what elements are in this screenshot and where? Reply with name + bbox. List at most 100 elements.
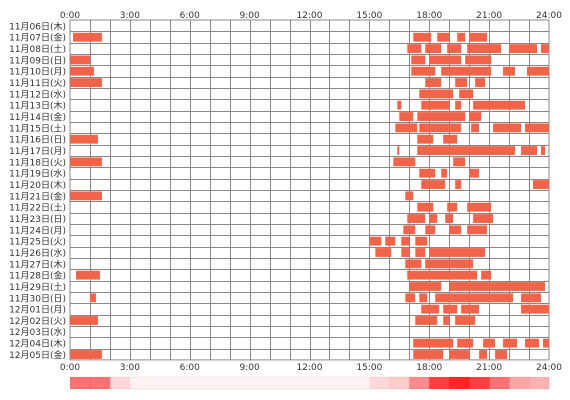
density-cell <box>149 377 171 389</box>
activity-bar <box>405 191 414 201</box>
activity-bar <box>70 350 102 359</box>
activity-bar <box>409 282 442 291</box>
x-tick-label-top: 21:00 <box>476 11 502 21</box>
activity-bar <box>449 225 462 235</box>
density-cell <box>89 377 111 389</box>
activity-bar <box>541 146 546 155</box>
activity-bar <box>473 100 526 110</box>
row-label: 11月25日(火) <box>9 237 66 248</box>
activity-bar <box>407 270 478 280</box>
x-tick-label-top: 24:00 <box>536 11 562 21</box>
row-labels: 11月06日(木)11月07日(金)11月08日(土)11月09日(日)11月1… <box>9 20 66 361</box>
activity-bar <box>405 259 422 269</box>
row-label: 11月14日(金) <box>9 111 66 123</box>
activity-bar <box>397 146 400 155</box>
activity-bar <box>407 214 426 223</box>
activity-bar <box>449 350 470 359</box>
activity-bar <box>419 89 454 99</box>
row-label: 11月20日(木) <box>9 179 66 191</box>
activity-bar <box>453 157 466 167</box>
x-tick-label-bottom: 0:00 <box>60 363 80 373</box>
activity-bar <box>541 44 549 53</box>
activity-bar <box>375 248 392 257</box>
activity-bar <box>70 134 98 144</box>
activity-bar <box>443 304 458 314</box>
activity-bar <box>481 270 492 280</box>
x-tick-label-bottom: 3:00 <box>120 363 140 373</box>
activity-bar <box>413 32 432 42</box>
row-label: 11月08日(土) <box>9 43 66 55</box>
row-label: 11月10日(月) <box>9 67 66 78</box>
plot-grid <box>69 19 550 361</box>
x-tick-label-bottom: 15:00 <box>356 363 382 373</box>
x-tick-label-bottom: 6:00 <box>180 363 200 373</box>
density-cell <box>449 377 470 389</box>
density-cell <box>369 377 390 389</box>
activity-bar <box>70 66 94 76</box>
row-label: 12月02日(火) <box>9 316 66 327</box>
x-tick-label-top: 12:00 <box>297 11 323 21</box>
x-tick-label-bottom: 9:00 <box>240 363 260 373</box>
activity-bar <box>70 316 98 325</box>
activity-bar <box>425 44 442 53</box>
x-tick-label-top: 18:00 <box>416 11 442 21</box>
activity-bar <box>403 225 416 235</box>
activity-bar <box>70 191 102 201</box>
x-tick-label-top: 6:00 <box>180 11 200 21</box>
row-label: 11月12日(水) <box>9 88 66 100</box>
activity-bar <box>417 146 516 155</box>
activity-bar <box>447 202 458 212</box>
activity-bar <box>469 112 482 121</box>
activity-bar <box>415 236 428 246</box>
activity-bar <box>413 338 454 348</box>
activity-bar <box>401 248 410 257</box>
activity-bar <box>521 304 549 314</box>
activity-bar <box>455 78 468 87</box>
activity-bar <box>521 146 538 155</box>
density-cell <box>169 377 191 389</box>
row-label: 11月16日(日) <box>9 135 66 146</box>
activity-bar <box>419 168 436 178</box>
row-label: 11月29日(土) <box>9 281 66 293</box>
density-cell <box>209 377 230 389</box>
activity-bar <box>419 293 428 303</box>
activity-bar <box>429 214 438 223</box>
density-cell <box>489 377 510 389</box>
density-cell <box>129 377 151 389</box>
activity-bar <box>479 350 488 359</box>
activity-bar <box>445 214 454 223</box>
activity-bar <box>401 236 410 246</box>
activity-bar <box>435 293 514 303</box>
activity-bar <box>493 123 522 133</box>
activity-bar <box>503 338 518 348</box>
row-label: 11月28日(金) <box>9 270 66 282</box>
activity-bar <box>533 180 549 189</box>
row-label: 11月18日(火) <box>9 157 66 168</box>
activity-bar <box>393 157 416 167</box>
row-label: 11月23日(日) <box>9 214 66 225</box>
activity-bar <box>411 66 436 76</box>
activity-bar <box>527 66 549 76</box>
row-label: 11月27日(木) <box>9 258 66 270</box>
row-label: 11月24日(月) <box>9 225 66 236</box>
activity-bar <box>425 225 436 235</box>
activity-bar <box>415 316 438 325</box>
activity-bar <box>413 350 444 359</box>
activity-bar <box>455 100 462 110</box>
activity-bar <box>70 78 102 87</box>
density-cell <box>329 377 350 389</box>
row-label: 12月05日(金) <box>9 349 66 361</box>
row-label: 11月30日(日) <box>9 293 66 304</box>
activity-bar <box>441 66 492 76</box>
activity-bar <box>467 202 492 212</box>
x-axis-bottom: 0:00 3:00 6:00 9:00 12:00 15:00 18:00 21:00 24:0… <box>60 363 562 373</box>
row-label: 11月13日(木) <box>9 100 66 112</box>
density-cell <box>469 377 490 389</box>
row-label: 12月04日(木) <box>9 338 66 350</box>
row-label: 11月06日(木) <box>9 20 66 32</box>
density-cell <box>409 377 430 389</box>
x-tick-label-top: 9:00 <box>240 11 260 21</box>
activity-bar <box>475 78 486 87</box>
row-label: 11月11日(火) <box>9 78 66 89</box>
row-label: 11月09日(日) <box>9 55 66 66</box>
